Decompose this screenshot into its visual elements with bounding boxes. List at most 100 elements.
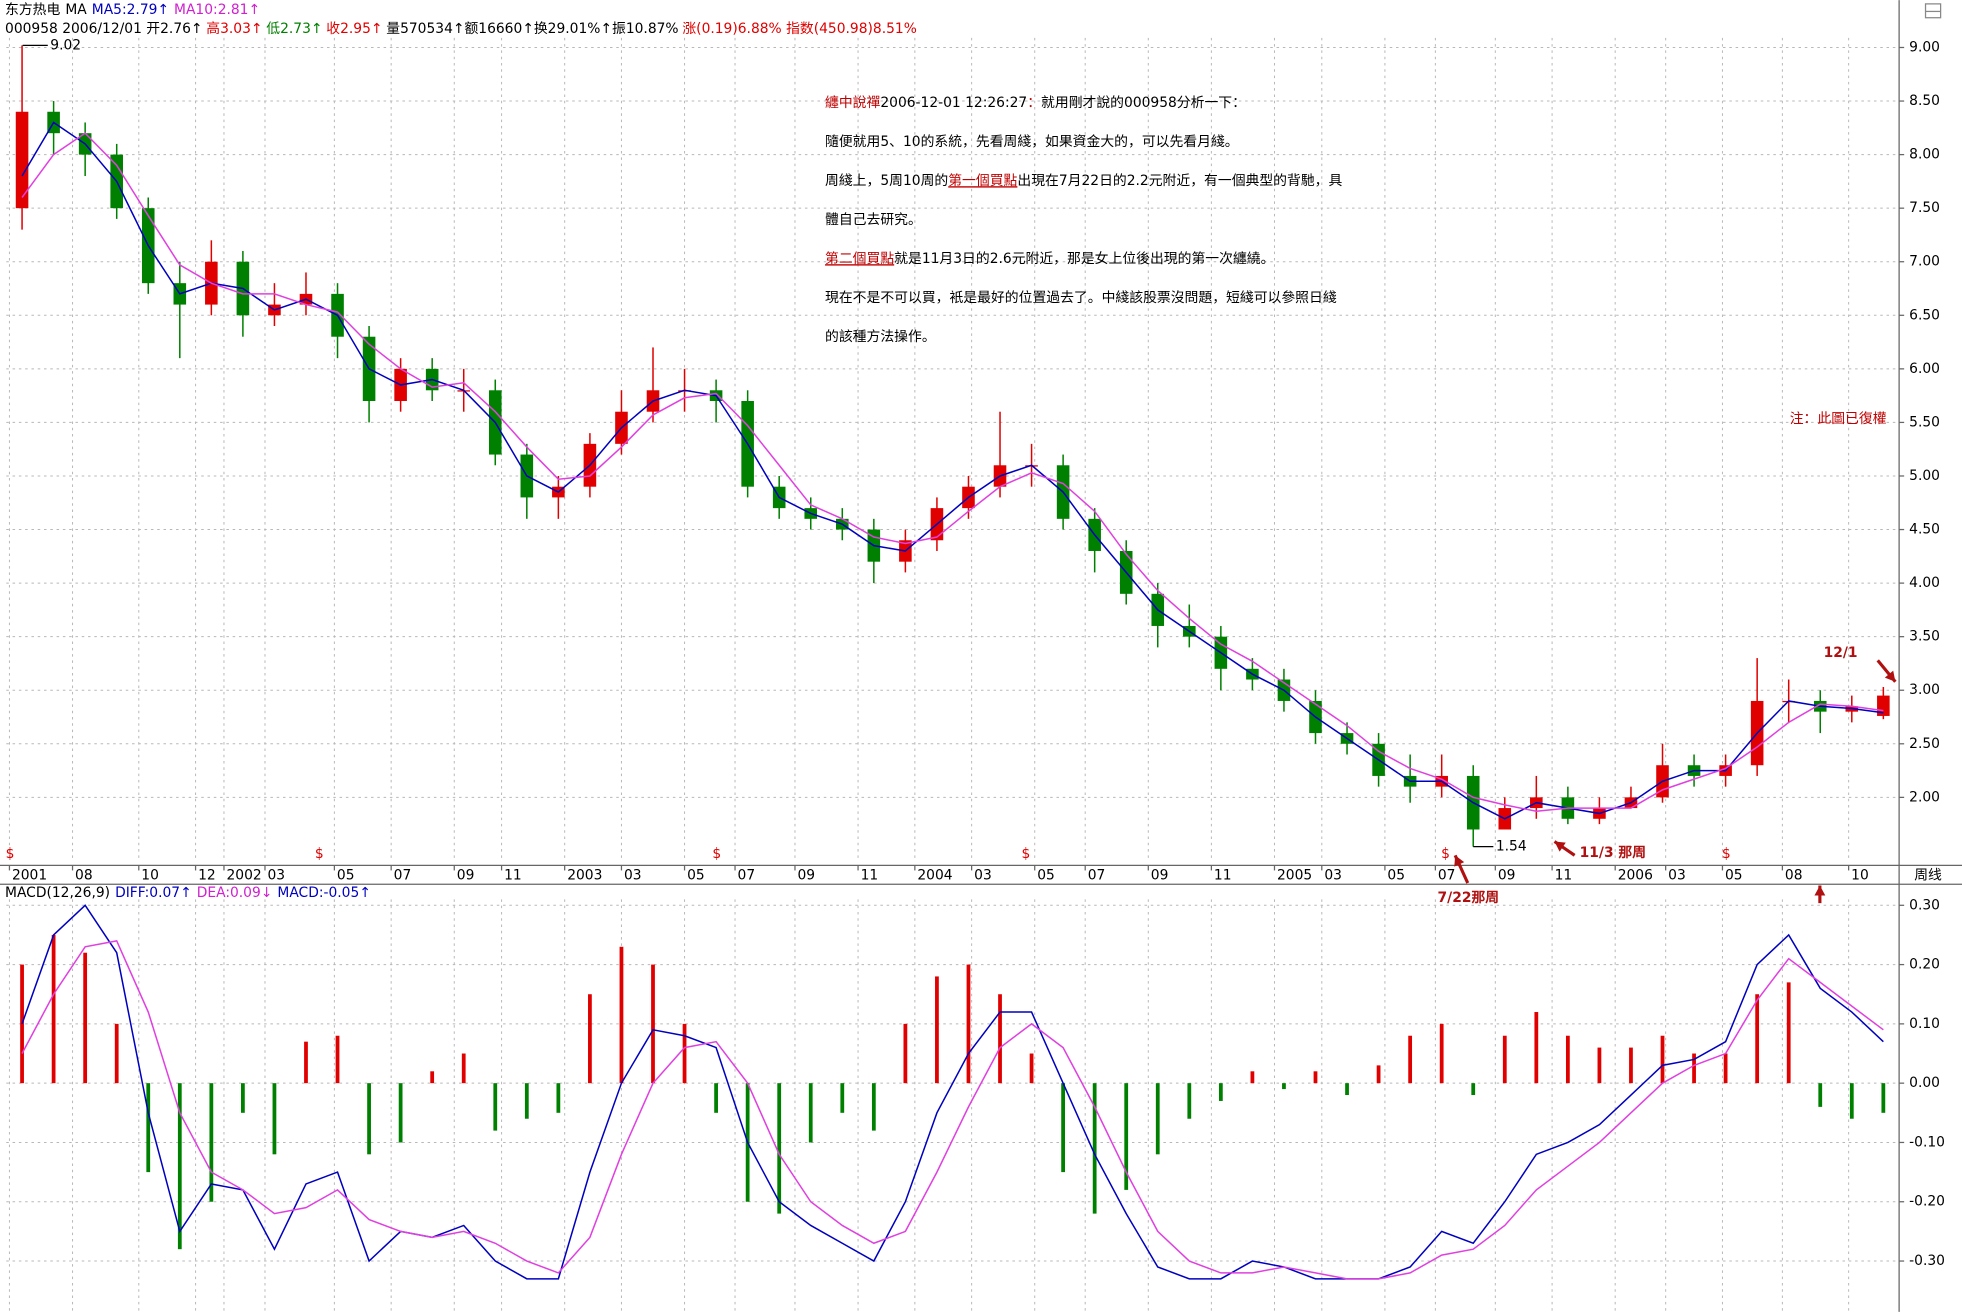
note-line-segment: 的該種方法操作。: [825, 329, 936, 345]
header-line-segment: 量570534↑额16660↑换29.01%↑振10.87%: [386, 20, 678, 37]
indicator-line: [21, 904, 1884, 1280]
y-tick-label: 8.00: [1909, 147, 1940, 163]
note-line-segment: 第一個買點: [948, 172, 1017, 189]
macd-bar: [272, 1083, 277, 1155]
macd-bar: [1534, 1012, 1539, 1084]
macd-bar: [177, 1083, 182, 1250]
x-tick-label: 09: [1498, 867, 1516, 883]
y-tick-label: 2.50: [1909, 736, 1940, 752]
macd-bar: [1597, 1047, 1602, 1084]
dividend-marker: $: [1021, 846, 1030, 862]
note-line: 隨便就用5、10的系統，先看周綫，如果資金大的，可以先看月綫。: [825, 134, 1239, 150]
y-tick-label: 3.00: [1909, 682, 1940, 698]
macd-legend: MACD(12,26,9) DIFF:0.07↑ DEA:0.09↓ MACD:-0.…: [5, 885, 371, 901]
macd-bar: [1250, 1071, 1255, 1084]
note-line: 的該種方法操作。: [825, 329, 936, 345]
note-line-segment: 出現在7月22日的2.2元附近，有一個典型的背馳，具: [1017, 173, 1342, 189]
y-tick-label: -0.20: [1909, 1194, 1945, 1210]
macd-legend-segment: DEA:0.09↓: [197, 885, 273, 901]
annotation-arrow: [1884, 670, 1896, 682]
header-line-segment: 收2.95↑: [326, 21, 382, 37]
macd-bar: [304, 1041, 308, 1084]
note-line: 第二個買點就是11月3日的2.6元附近，那是女上位後出現的第一次纏繞。: [825, 250, 1274, 267]
annotation: 1.54: [1496, 839, 1527, 855]
y-tick-label: 0.10: [1909, 1016, 1940, 1032]
x-tick-label: 11: [504, 867, 522, 883]
x-tick-label: 09: [1151, 867, 1169, 883]
x-tick-label: 08: [1785, 867, 1803, 883]
x-tick-label: 03: [624, 867, 642, 883]
macd-bar: [1282, 1083, 1286, 1090]
y-tick-label: 3.50: [1909, 629, 1940, 645]
note-line-segment: 就是11月3日的2.6元附近，那是女上位後出現的第一次纏繞。: [894, 250, 1274, 267]
y-tick-label: 5.50: [1909, 414, 1940, 430]
macd-bar: [682, 1023, 687, 1084]
macd-bar: [1345, 1083, 1349, 1096]
dividend-marker: $: [315, 846, 324, 862]
macd-bar: [1818, 1083, 1823, 1107]
macd-bar: [935, 976, 939, 1084]
macd-bar: [430, 1071, 435, 1084]
macd-bar: [1660, 1035, 1665, 1084]
y-tick-label: -0.30: [1909, 1253, 1945, 1269]
x-tick-label: 12: [198, 867, 216, 883]
period-label: 周线: [1914, 867, 1942, 883]
x-tick-label: 2006: [1618, 867, 1653, 883]
note-line-segment: 纏中說禪: [825, 94, 880, 111]
macd-bar: [1092, 1083, 1097, 1214]
annotation-arrow: [1814, 885, 1826, 896]
macd-bar: [1408, 1035, 1413, 1084]
header-line-segment: 低2.73↑: [266, 21, 322, 37]
header-line-segment: 涨(0.19)6.88% 指数(450.98)8.51%: [682, 21, 917, 37]
y-tick-label: 4.50: [1909, 522, 1940, 538]
note-line: 纏中說禪2006-12-01 12:26:27：就用剛才說的000958分析一下…: [825, 94, 1246, 111]
dividend-marker: $: [6, 846, 15, 862]
x-tick-label: 2004: [917, 867, 952, 883]
note-line-segment: 周綫上，5周10周的: [825, 173, 948, 189]
x-tick-label: 07: [394, 867, 412, 883]
x-tick-label: 05: [1387, 867, 1405, 883]
indicator-line: [21, 132, 1884, 813]
x-tick-label: 08: [75, 867, 93, 883]
header-line-segment: 000958 2006/12/01 开2.76↑: [5, 21, 202, 37]
macd-bar: [1723, 1053, 1728, 1084]
macd-bar: [871, 1083, 876, 1131]
macd-bar: [398, 1083, 403, 1143]
header-line-segment: 东方热电: [5, 2, 60, 18]
macd-bar: [998, 994, 1002, 1084]
macd-bar: [1755, 994, 1760, 1084]
header-line-segment: 高3.03↑: [206, 20, 262, 37]
macd-bar: [1849, 1083, 1854, 1119]
x-tick-label: 07: [1438, 867, 1456, 883]
y-tick-label: 2.00: [1909, 789, 1940, 805]
y-tick-label: 7.50: [1909, 200, 1940, 216]
macd-bar: [651, 964, 655, 1084]
annotation: 9.02: [50, 37, 81, 53]
x-tick-label: 11: [1214, 867, 1232, 883]
x-tick-label: 05: [337, 867, 355, 883]
y-tick-label: 6.00: [1909, 361, 1940, 377]
dividend-marker: $: [712, 846, 721, 862]
macd-bar: [241, 1083, 245, 1113]
macd-bar: [1565, 1035, 1570, 1084]
x-tick-label: 2005: [1277, 867, 1312, 883]
note-line: 周綫上，5周10周的第一個買點出現在7月22日的2.2元附近，有一個典型的背馳，…: [825, 172, 1342, 189]
x-tick-label: 03: [974, 867, 992, 883]
macd-bar: [1124, 1083, 1129, 1190]
macd-bar: [209, 1083, 214, 1202]
x-tick-label: 03: [1324, 867, 1342, 883]
note-line-segment: ：: [1027, 95, 1041, 111]
x-tick-label: 10: [1851, 867, 1869, 883]
note-line-segment: 現在不是不可以買，衹是最好的位置過去了。中綫該股票沒問題，短綫可以參照日綫: [825, 289, 1337, 306]
annotation: 12/1: [1824, 645, 1858, 661]
dividend-marker: $: [1441, 846, 1450, 862]
macd-legend-segment: MACD:-0.05↑: [277, 885, 370, 901]
macd-bar: [83, 952, 88, 1084]
x-tick-label: 03: [267, 867, 285, 883]
x-tick-label: 09: [457, 867, 475, 883]
y-tick-label: 8.50: [1909, 93, 1940, 109]
header-line-segment: MA10:2.81↑: [174, 2, 260, 18]
